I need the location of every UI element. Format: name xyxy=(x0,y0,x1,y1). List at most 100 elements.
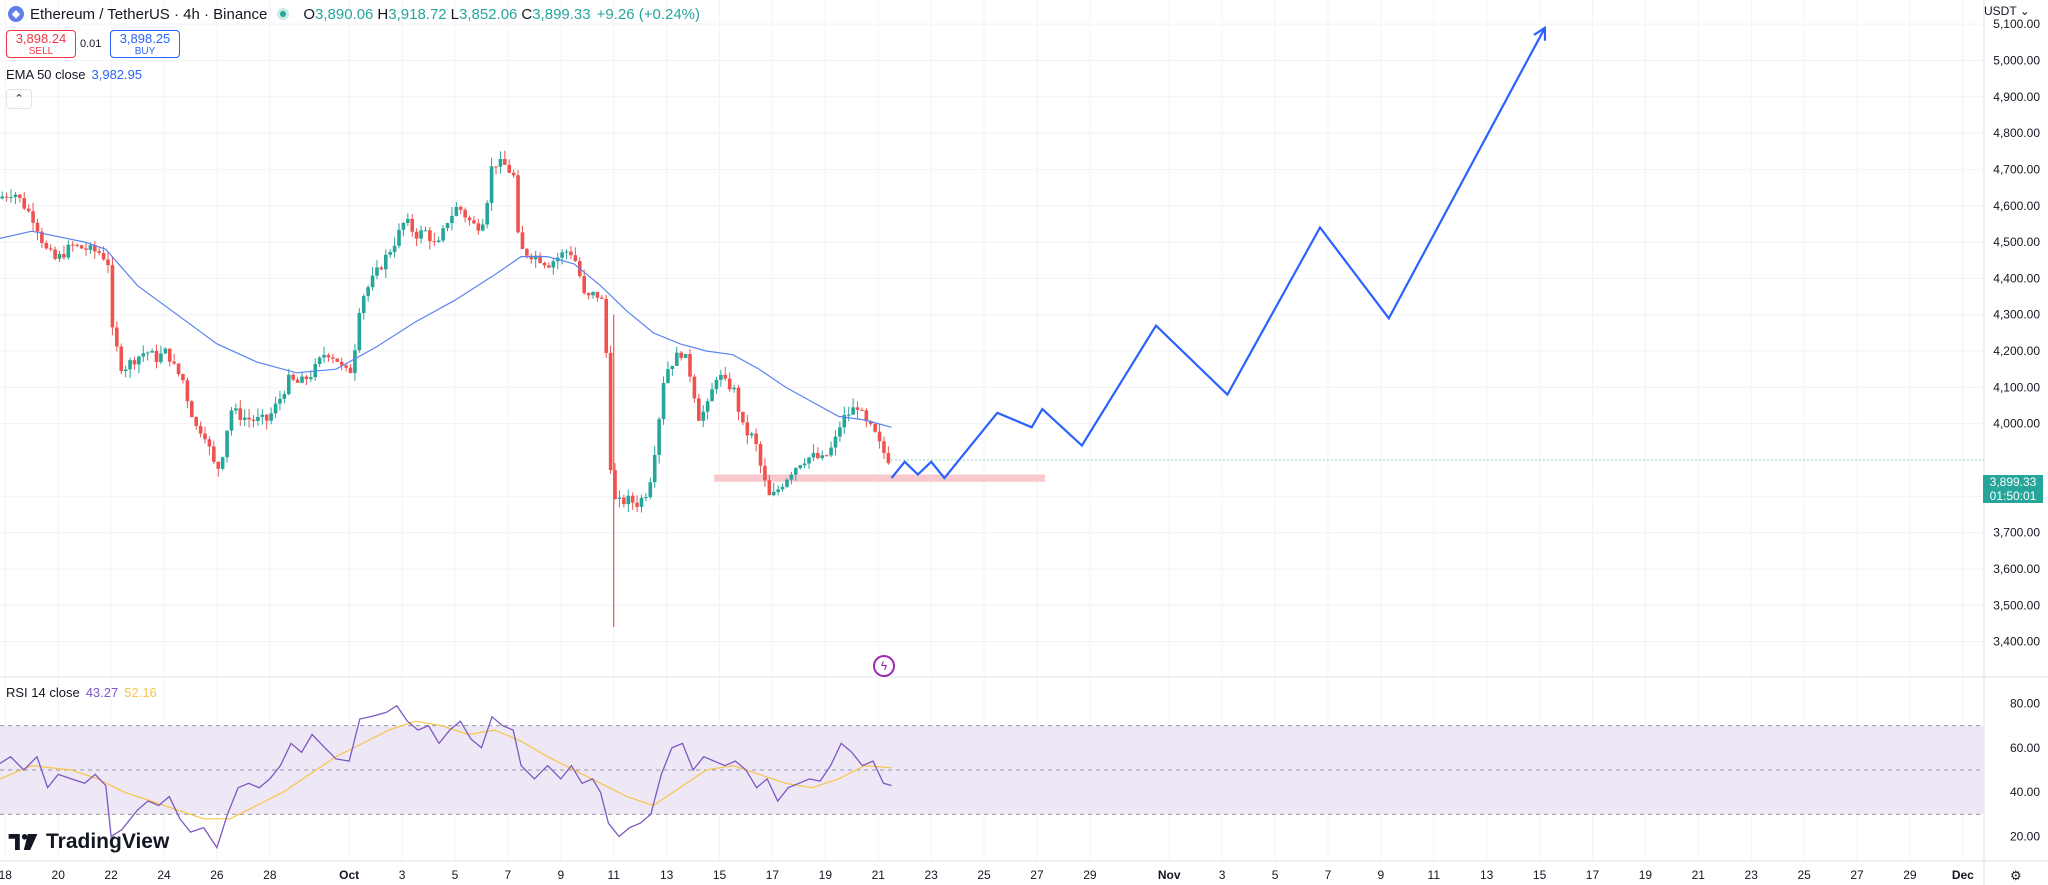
candle-down xyxy=(154,350,159,363)
time-tick-label: 5 xyxy=(452,868,459,882)
candle-down xyxy=(379,267,384,270)
candle-up xyxy=(159,353,163,363)
symbol-title[interactable]: Ethereum / TetherUS · 4h · Binance xyxy=(30,5,268,23)
time-tick-label: 17 xyxy=(1586,868,1600,882)
candle-down xyxy=(172,361,176,364)
candle-down xyxy=(35,222,40,232)
candle-down xyxy=(525,248,529,256)
candle-up xyxy=(776,489,780,492)
candle-up xyxy=(441,228,445,241)
candle-up xyxy=(278,398,282,404)
high-label: H xyxy=(377,5,389,23)
candle-up xyxy=(648,482,653,498)
candle-down xyxy=(101,253,106,260)
candle-down xyxy=(697,398,701,421)
collapse-legend-button[interactable]: ⌃ xyxy=(6,89,32,109)
candle-down xyxy=(608,352,613,471)
candle-up xyxy=(838,427,842,437)
candle-up xyxy=(225,430,229,458)
price-tick-label: 3,500.00 xyxy=(1993,598,2040,612)
candle-down xyxy=(79,245,84,249)
candle-down xyxy=(115,327,119,347)
time-tick-label: 19 xyxy=(1639,868,1653,882)
candle-up xyxy=(317,357,322,365)
candle-down xyxy=(18,194,22,198)
candle-up xyxy=(392,245,397,253)
candle-up xyxy=(701,411,706,421)
candle-up xyxy=(269,413,273,421)
time-tick-label: 24 xyxy=(157,868,171,882)
candle-up xyxy=(388,252,392,255)
candle-down xyxy=(331,357,335,359)
candle-down xyxy=(529,255,534,260)
candle-up xyxy=(564,251,569,253)
candle-down xyxy=(203,433,207,440)
candles xyxy=(0,150,891,513)
candle-up xyxy=(661,382,666,420)
settings-gear-icon[interactable]: ⚙ xyxy=(2010,868,2022,883)
candle-up xyxy=(591,291,595,296)
rsi-legend-value: 43.27 xyxy=(85,685,119,700)
time-tick-label: 9 xyxy=(557,868,564,882)
candle-down xyxy=(635,502,639,507)
candle-countdown: 01:50:01 xyxy=(1989,489,2037,503)
candle-down xyxy=(741,411,745,423)
candle-down xyxy=(84,248,88,250)
time-tick-label: 3 xyxy=(1219,868,1226,882)
price-tick-label: 3,400.00 xyxy=(1993,635,2040,649)
candle-up xyxy=(9,197,13,199)
candle-up xyxy=(366,287,370,297)
candle-down xyxy=(251,419,256,421)
candle-down xyxy=(70,244,75,246)
candle-down xyxy=(48,248,53,250)
candle-up xyxy=(145,352,150,354)
projection-line xyxy=(890,27,1546,480)
price-tick-label: 4,100.00 xyxy=(1993,380,2040,394)
candle-up xyxy=(163,348,168,354)
candle-down xyxy=(745,422,750,436)
tradingview-logo[interactable]: TradingView xyxy=(8,830,169,854)
candle-up xyxy=(370,275,375,288)
low-label: L xyxy=(450,5,459,23)
candle-up xyxy=(128,360,132,370)
currency-label: USDT xyxy=(1984,4,2017,18)
candle-down xyxy=(467,217,472,221)
time-tick-label: 27 xyxy=(1850,868,1864,882)
time-tick-label: 21 xyxy=(872,868,886,882)
candle-up xyxy=(353,350,357,374)
candle-up xyxy=(450,215,454,224)
candle-up xyxy=(229,410,234,431)
rsi-legend[interactable]: RSI 14 close 43.27 52.16 xyxy=(6,685,157,700)
buy-label: BUY xyxy=(134,46,156,57)
candle-down xyxy=(4,196,9,198)
candle-up xyxy=(242,417,247,420)
candle-up xyxy=(705,401,710,412)
candle-down xyxy=(511,172,516,176)
candle-down xyxy=(723,374,728,379)
candle-down xyxy=(339,361,344,366)
candle-down xyxy=(106,259,110,266)
candle-down xyxy=(767,480,772,496)
currency-selector[interactable]: USDT ⌄ xyxy=(1984,4,2030,18)
price-tick-label: 4,200.00 xyxy=(1993,344,2040,358)
candle-up xyxy=(357,312,362,351)
time-tick-label: 11 xyxy=(607,868,620,882)
candle-down xyxy=(414,231,419,239)
price-tick-label: 4,300.00 xyxy=(1993,308,2040,322)
sell-button[interactable]: 3,898.24 SELL xyxy=(6,30,76,58)
time-tick-label: 25 xyxy=(977,868,991,882)
candle-down xyxy=(503,158,507,165)
lightning-icon[interactable]: ϟ xyxy=(873,655,895,677)
candle-down xyxy=(181,374,185,381)
price-tick-label: 4,700.00 xyxy=(1993,162,2040,176)
buy-price: 3,898.25 xyxy=(119,31,171,46)
candle-up xyxy=(401,222,406,230)
buy-button[interactable]: 3,898.25 BUY xyxy=(110,30,180,58)
candle-up xyxy=(851,407,855,415)
ema-legend[interactable]: EMA 50 close 3,982.95 xyxy=(6,67,142,82)
time-tick-label: 19 xyxy=(819,868,833,882)
candle-down xyxy=(216,461,221,469)
candle-up xyxy=(260,414,265,417)
candle-down xyxy=(864,410,869,422)
